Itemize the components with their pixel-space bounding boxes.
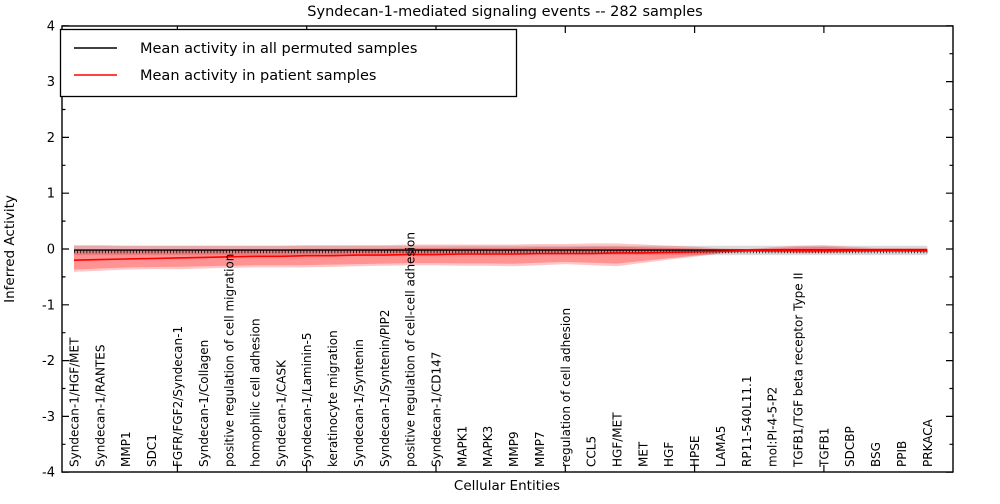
x-tick-label: Syndecan-1/Laminin-5: [300, 333, 314, 467]
x-tick-label: MMP1: [119, 431, 133, 467]
y-tick-label: 1: [47, 187, 55, 202]
x-tick-label: TGFB1/TGF beta receptor Type II: [792, 272, 806, 468]
y-tick-label: 3: [47, 75, 55, 90]
x-tick-label: keratinocyte migration: [326, 330, 340, 467]
legend-box: [59, 28, 518, 98]
x-tick-label: Syndecan-1/Syntenin: [352, 339, 366, 467]
x-tick-label: HGF/MET: [611, 412, 625, 467]
y-tick-label: -2: [42, 354, 55, 369]
x-tick-label: RP11-540L11.1: [740, 376, 754, 467]
axis-ticks: [62, 25, 953, 473]
y-tick-label: 2: [47, 131, 55, 146]
x-tick-label: MAPK1: [455, 426, 469, 467]
x-tick-label: TGFB1: [817, 428, 831, 468]
y-tick-label: -1: [42, 298, 55, 313]
y-axis-label: Inferred Activity: [2, 195, 18, 303]
x-tick-label: HGF: [662, 442, 676, 467]
x-tick-label: MMP9: [507, 431, 521, 467]
y-tick-labels: 4 3 2 1 0 -1 -2 -3 -4: [42, 19, 55, 480]
y-tick-label: -4: [42, 466, 55, 481]
x-tick-label: Syndecan-1/HGF/MET: [68, 337, 82, 467]
x-tick-label: BSG: [869, 442, 883, 467]
x-tick-label: PPIB: [895, 441, 909, 467]
x-tick-label: Syndecan-1/Collagen: [197, 340, 211, 467]
x-tick-label: LAMA5: [714, 426, 728, 467]
patient-mean-line: [73, 249, 928, 261]
y-tick-label: -3: [42, 410, 55, 425]
x-tick-label: regulation of cell adhesion: [559, 308, 573, 467]
x-category-labels: Syndecan-1/HGF/MET Syndecan-1/RANTES MMP1 S…: [68, 232, 935, 468]
x-tick-label: HPSE: [688, 436, 702, 467]
x-tick-label: SDCBP: [843, 426, 857, 467]
x-tick-label: Syndecan-1/Syntenin/PIP2: [378, 309, 392, 467]
x-axis-label: Cellular Entities: [454, 478, 560, 494]
x-tick-label: Syndecan-1/RANTES: [93, 345, 107, 467]
x-tick-label: PRKACA: [921, 418, 935, 467]
x-tick-label: Syndecan-1/CD147: [430, 352, 444, 467]
series-lines: [73, 249, 928, 261]
x-tick-label: FGFR/FGF2/Syndecan-1: [171, 326, 185, 467]
x-tick-label: MET: [636, 441, 650, 467]
legend-label-permuted: Mean activity in all permuted samples: [140, 41, 417, 57]
y-tick-label: 0: [47, 243, 55, 258]
x-tick-label: MMP7: [533, 431, 547, 467]
y-tick-label: 4: [47, 19, 55, 34]
tick-marks: [62, 25, 953, 473]
legend-label-patient: Mean activity in patient samples: [140, 68, 376, 84]
patient-band-inner: [74, 246, 928, 270]
x-tick-label: SDC1: [145, 434, 159, 467]
x-tick-label: MAPK3: [481, 426, 495, 467]
chart-title: Syndecan-1-mediated signaling events -- …: [307, 4, 702, 20]
x-tick-label: homophilic cell adhesion: [249, 318, 263, 467]
x-tick-label: positive regulation of cell-cell adhesio…: [404, 232, 418, 467]
x-tick-label: positive regulation of cell migration: [223, 254, 237, 467]
x-tick-label: Syndecan-1/CASK: [274, 359, 288, 467]
x-tick-label: CCL5: [585, 436, 599, 467]
x-tick-label: mol:PI-4-5-P2: [766, 387, 780, 467]
legend: Mean activity in all permuted samples Me…: [59, 28, 518, 98]
